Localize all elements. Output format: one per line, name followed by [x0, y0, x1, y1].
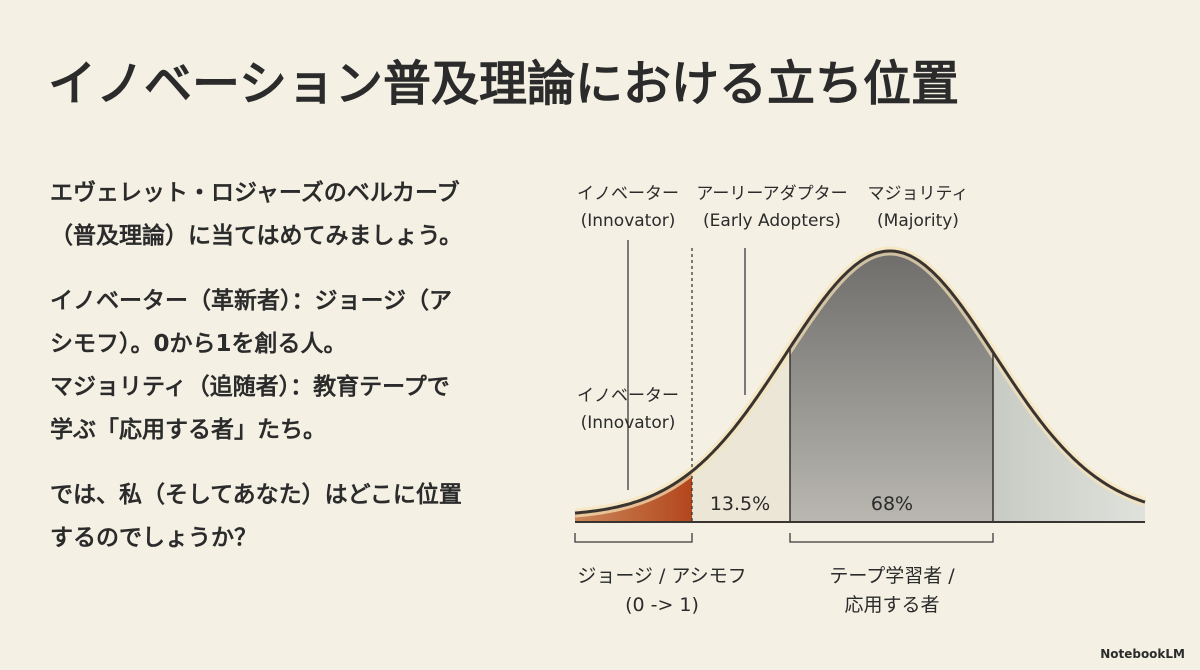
body-text: エヴェレット・ロジャーズのベルカーブ （普及理論）に当てはめてみましょう。イノベー… [50, 179, 462, 551]
body-line: では、私（そしてあなた）はどこに位置 [50, 481, 462, 508]
body-line: するのでしょうか？ [50, 525, 257, 551]
bell-curve [574, 246, 1147, 523]
side-label-en: (Innovator) [581, 413, 676, 433]
guides [574, 240, 994, 543]
top-label-en: (Majority) [877, 211, 959, 231]
top-label-en: (Innovator) [581, 211, 676, 231]
bottom-label: ジョージ / アシモフ [577, 565, 746, 587]
body-line: 学ぶ「応用する者」たち。 [50, 416, 326, 443]
curve-line [574, 249, 1146, 515]
bottom-label: (0 -> 1) [625, 594, 699, 616]
body-line: イノベーター（革新者）：ジョージ（ア [50, 287, 452, 314]
segment-label: 13.5% [710, 493, 770, 515]
top-label: イノベーター [577, 184, 679, 204]
curve-region [790, 251, 993, 522]
body-line: シモフ）。0から1を創る人。 [50, 330, 347, 357]
top-label: マジョリティ [868, 184, 969, 204]
curve-region [993, 352, 1145, 522]
body-line: （普及理論）に当てはめてみましょう。 [50, 222, 462, 249]
title: イノベーション普及理論における立ち位置 [48, 56, 959, 112]
body-line: マジョリティ（追随者）：教育テープで [50, 373, 450, 400]
body-line: エヴェレット・ロジャーズのベルカーブ [50, 179, 460, 206]
bottom-label: テープ学習者 / [829, 565, 955, 587]
bracket [574, 533, 693, 543]
top-label: アーリーアダプター [696, 184, 847, 204]
brand: NotebookLM [1100, 647, 1185, 661]
bottom-label: 応用する者 [844, 594, 939, 616]
bracket [789, 533, 994, 543]
segment-label: 68% [871, 493, 913, 515]
side-label: イノベーター [577, 386, 679, 406]
top-label-en: (Early Adopters) [703, 211, 841, 231]
curve-region [575, 471, 692, 522]
